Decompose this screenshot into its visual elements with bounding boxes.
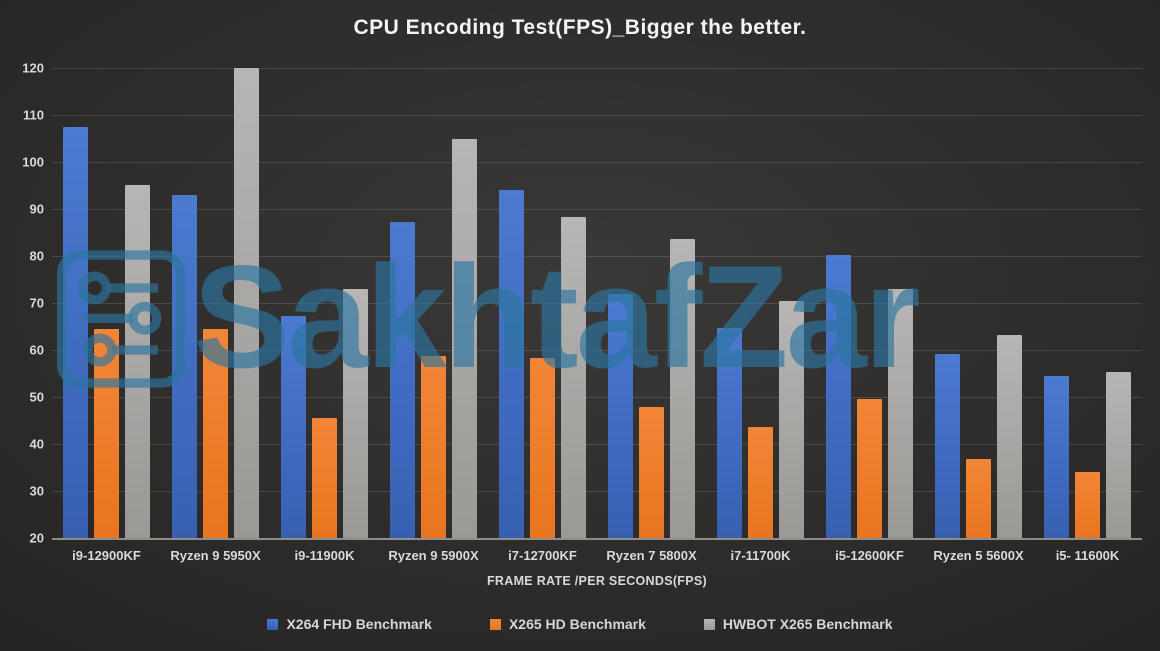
y-tick-label: 120 <box>22 60 44 76</box>
bar <box>452 138 477 538</box>
legend-label: X265 HD Benchmark <box>508 616 646 632</box>
bar <box>343 288 368 538</box>
bar <box>312 418 337 538</box>
bar <box>421 355 446 538</box>
bar <box>997 334 1022 538</box>
x-category-label: Ryzen 9 5950X <box>170 548 261 563</box>
bar <box>281 315 306 538</box>
gridline <box>52 303 1142 304</box>
x-category-label: i5-12600KF <box>835 548 904 563</box>
y-tick-label: 110 <box>23 107 44 123</box>
y-tick-label: 80 <box>29 248 44 264</box>
bar <box>63 127 88 538</box>
bar <box>857 399 882 538</box>
gridline <box>52 115 1142 116</box>
bar <box>748 427 773 538</box>
gridline <box>52 209 1142 210</box>
bar-groups <box>52 68 1142 538</box>
legend-item: X264 FHD Benchmark <box>267 616 432 632</box>
bar <box>390 221 415 538</box>
x-axis-title: FRAME RATE /PER SECONDS(FPS) <box>487 574 707 588</box>
bar-group <box>488 68 597 538</box>
bar-group <box>161 68 270 538</box>
plot-area <box>52 68 1142 540</box>
bar <box>1106 372 1131 538</box>
gridline <box>52 350 1142 351</box>
x-category-label: i7-11700K <box>730 548 791 563</box>
x-axis-labels: i9-12900KF Ryzen 9 5950X i9-11900K Ryzen 9 … <box>52 548 1142 563</box>
bar <box>172 194 197 538</box>
x-category-label: Ryzen 5 5600X <box>933 548 1024 563</box>
legend: X264 FHD Benchmark X265 HD Benchmark HWBOT… <box>0 616 1160 632</box>
y-tick-label: 40 <box>29 436 44 452</box>
bar <box>717 328 742 538</box>
y-tick-label: 20 <box>29 530 44 546</box>
x-category-label: i9-11900K <box>294 548 355 563</box>
bar-group <box>52 68 161 538</box>
bar-group <box>706 68 815 538</box>
bar-group <box>597 68 706 538</box>
gridline <box>52 256 1142 257</box>
bar-group <box>270 68 379 538</box>
y-tick-label: 30 <box>29 483 44 499</box>
y-tick-label: 100 <box>22 154 44 170</box>
bar <box>530 358 555 538</box>
y-axis: 120 110 100 90 80 70 60 50 40 30 20 <box>0 61 44 546</box>
legend-swatch-icon <box>267 618 279 630</box>
bar <box>826 254 851 538</box>
chart-title: CPU Encoding Test(FPS)_Bigger the better… <box>353 16 807 39</box>
x-category-label: i9-12900KF <box>72 548 141 563</box>
bar <box>639 407 664 538</box>
legend-label: HWBOT X265 Benchmark <box>722 616 893 632</box>
legend-item: X265 HD Benchmark <box>489 616 646 632</box>
bar <box>561 216 586 538</box>
gridline <box>52 491 1142 492</box>
x-category-label: i5- 11600K <box>1055 548 1120 563</box>
bar-group <box>1033 68 1142 538</box>
x-category-label: Ryzen 7 5800X <box>606 548 697 563</box>
x-category-label: Ryzen 9 5900X <box>388 548 479 563</box>
y-tick-label: 60 <box>29 342 44 358</box>
legend-swatch-icon <box>489 618 501 630</box>
bar-group <box>924 68 1033 538</box>
bar <box>670 239 695 538</box>
y-tick-label: 70 <box>29 295 44 311</box>
bar <box>1075 472 1100 538</box>
bar-group <box>379 68 488 538</box>
legend-swatch-icon <box>703 618 715 630</box>
bar <box>203 328 228 538</box>
gridline <box>52 68 1142 69</box>
gridline <box>52 444 1142 445</box>
bar <box>779 300 804 538</box>
bar <box>499 190 524 538</box>
gridline <box>52 162 1142 163</box>
bar <box>1044 376 1069 538</box>
bar <box>935 353 960 538</box>
gridline <box>52 397 1142 398</box>
y-tick-label: 50 <box>29 389 44 405</box>
bar <box>608 293 633 538</box>
y-tick-label: 90 <box>29 201 44 217</box>
bar <box>94 328 119 538</box>
bar <box>966 459 991 538</box>
legend-item: HWBOT X265 Benchmark <box>703 616 893 632</box>
bar <box>125 184 150 538</box>
bar-group <box>815 68 924 538</box>
bar <box>888 288 913 538</box>
legend-label: X264 FHD Benchmark <box>286 616 432 632</box>
x-category-label: i7-12700KF <box>508 548 577 563</box>
bar <box>234 68 259 538</box>
